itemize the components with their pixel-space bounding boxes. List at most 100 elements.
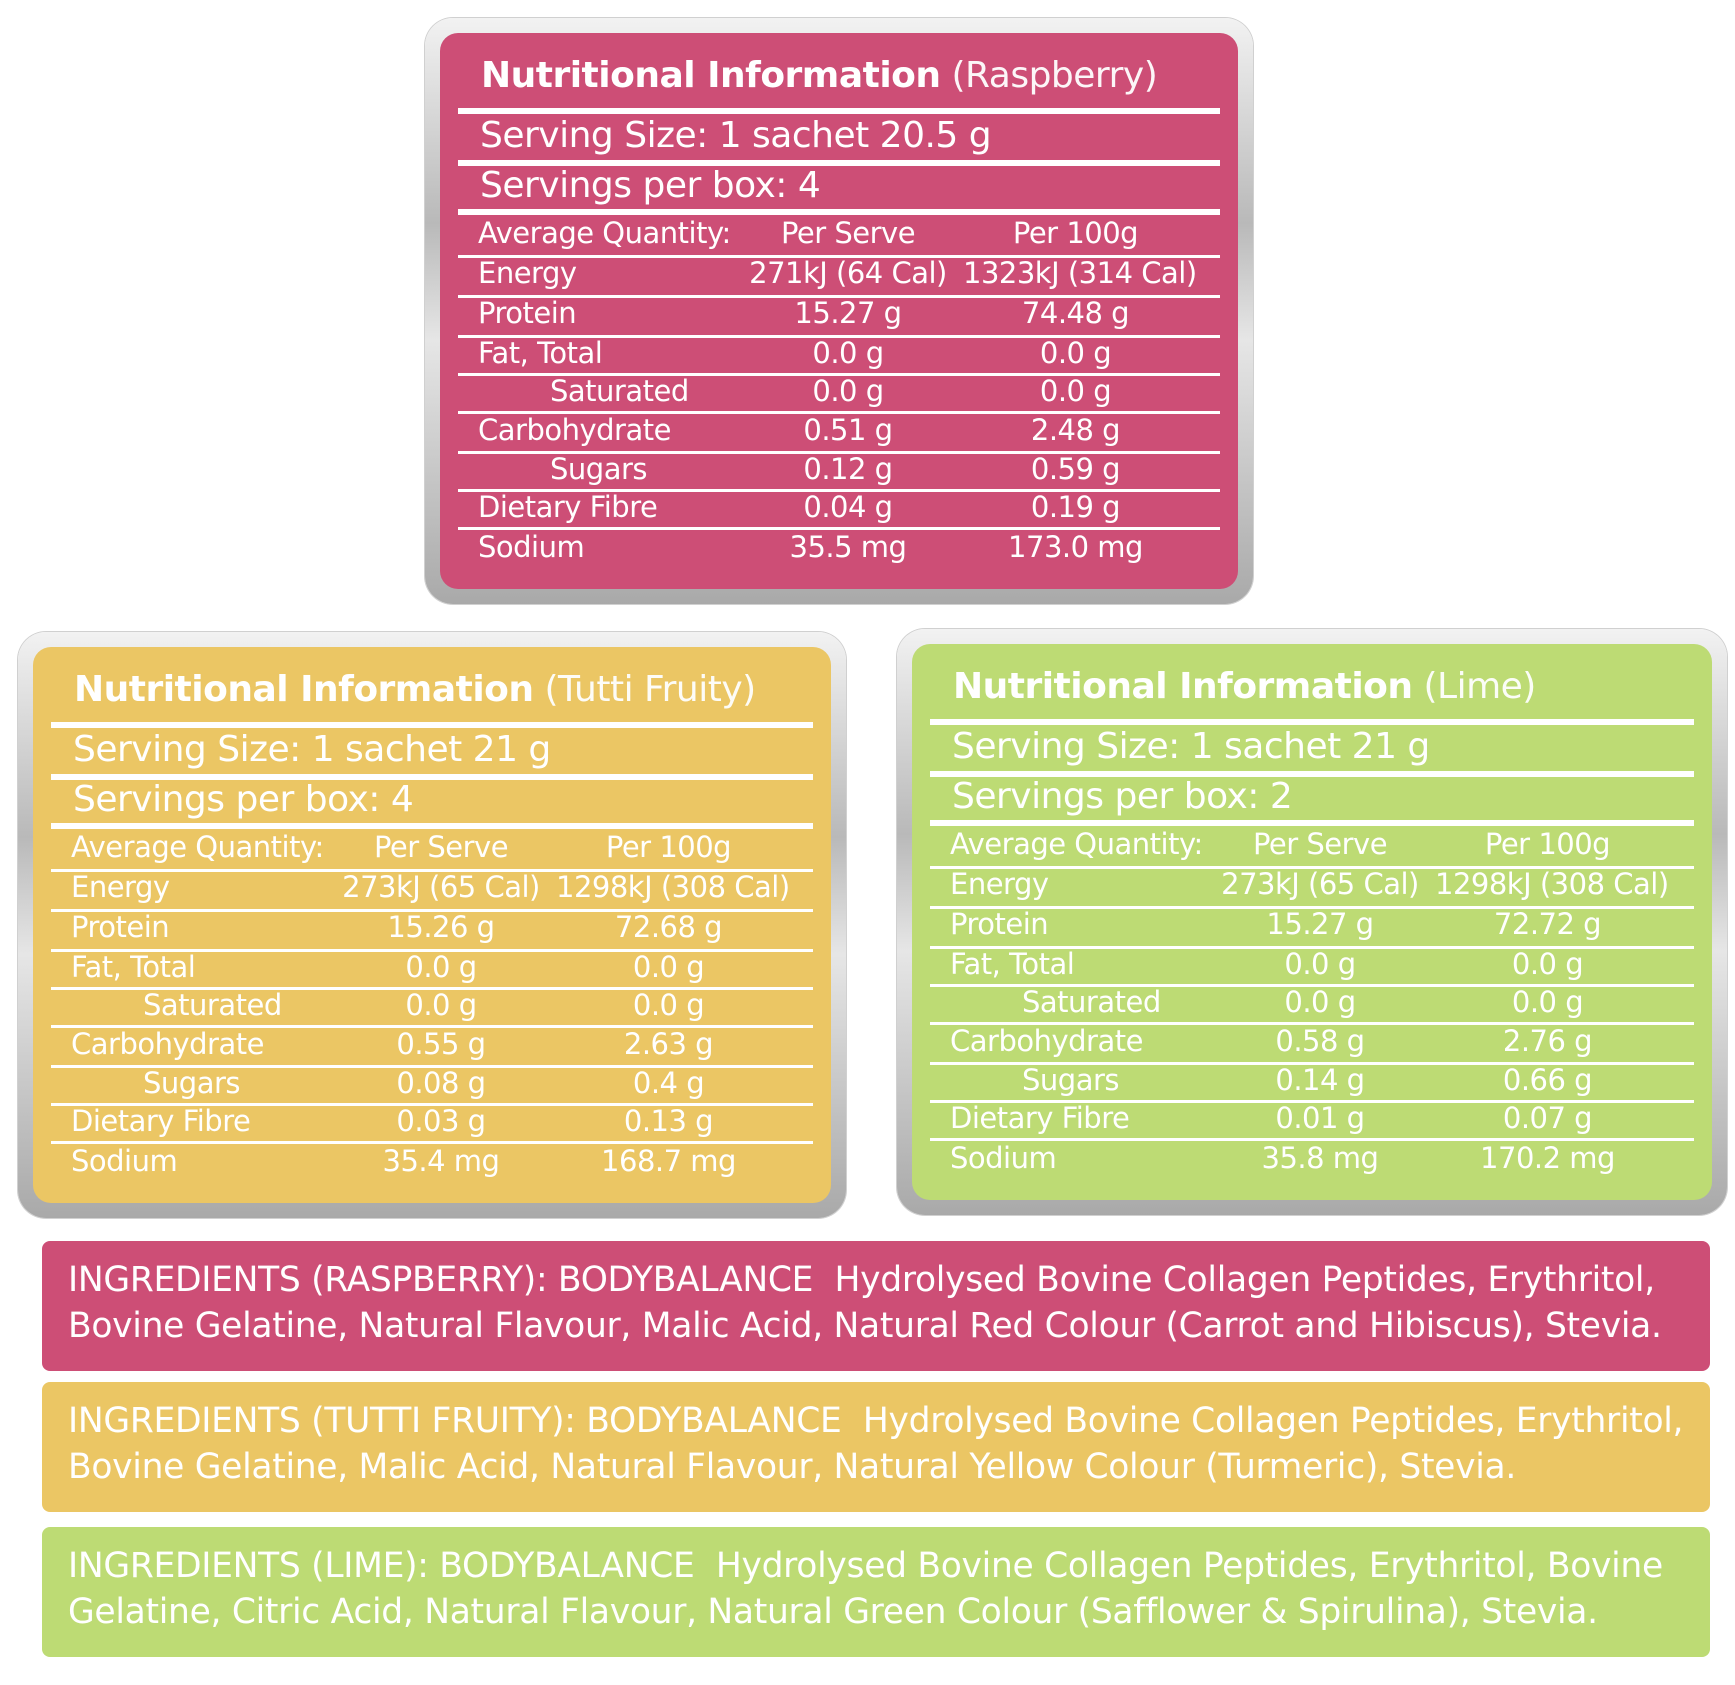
per-100g-value: 0.0 g [1511,947,1584,981]
header-per-serve: Per Serve [373,830,509,864]
nutrition-panel-tutti-fruity: Nutritional Information (Tutti Fruity) S… [18,632,846,1218]
per-100g-value: 1298kJ (308 Cal) [1435,867,1669,901]
per-serve-value: 15.27 g [1266,907,1374,941]
nutrient-label: Sodium [478,530,585,564]
per-serve-value: 0.12 g [803,452,893,486]
per-100g-value: 0.0 g [1039,336,1112,370]
table-row: Fat, Total 0.0 g 0.0 g [71,950,813,988]
per-100g-value: 2.76 g [1502,1024,1593,1058]
table-row: Protein 15.27 g 72.72 g [950,907,1694,945]
nutrient-label: Protein [478,296,577,330]
ingredients-raspberry: INGREDIENTS (RASPBERRY): BODYBALANCE Hyd… [42,1241,1710,1371]
nutrient-label: Energy [71,870,170,904]
per-serve-value: 0.0 g [812,374,884,408]
divider [51,869,813,872]
per-100g-value: 0.0 g [632,988,705,1022]
divider [930,1022,1694,1025]
per-100g-value: 74.48 g [1021,296,1130,330]
divider [51,1103,813,1106]
header-per-serve: Per Serve [780,216,916,250]
table-row: Dietary Fibre 0.04 g 0.19 g [478,490,1220,528]
per-100g-value: 0.66 g [1502,1063,1593,1097]
divider [51,949,813,952]
per-serve-value: 0.0 g [812,336,884,370]
per-serve-value: 0.51 g [803,413,893,447]
per-serve-value: 271kJ (64 Cal) [749,256,947,290]
table-row: Dietary Fibre 0.01 g 0.07 g [950,1101,1694,1139]
panel-body: Nutritional Information (Raspberry) Serv… [440,33,1238,589]
divider [458,451,1220,454]
nutrient-label: Fat, Total [71,950,196,984]
table-row: Dietary Fibre 0.03 g 0.13 g [71,1104,813,1142]
panel-title: Nutritional Information (Raspberry) [481,55,1158,96]
nutrition-panel-lime: Nutritional Information (Lime) Serving S… [897,629,1727,1215]
header-per-100g: Per 100g [1484,827,1611,861]
divider [458,108,1220,114]
divider [458,295,1220,298]
header-per-100g: Per 100g [1012,216,1139,250]
per-100g-value: 0.0 g [632,950,705,984]
per-100g-value: 1298kJ (308 Cal) [556,870,790,904]
table-header: Average Quantity: Per Serve Per 100g [478,216,1220,254]
table-row: Protein 15.26 g 72.68 g [71,910,813,948]
ingredients-lime: INGREDIENTS (LIME): BODYBALANCE Hydrolys… [42,1527,1710,1657]
nutrient-label: Dietary Fibre [478,490,658,524]
divider [930,866,1694,869]
nutrient-label: Carbohydrate [478,413,671,447]
per-serve-value: 0.0 g [1284,947,1356,981]
servings-per-box: Servings per box: 2 [952,776,1293,817]
table-row: Carbohydrate 0.51 g 2.48 g [478,413,1220,451]
nutrient-label: Protein [71,910,170,944]
divider [458,373,1220,376]
divider [930,906,1694,909]
panel-title: Nutritional Information (Tutti Fruity) [74,669,756,710]
per-serve-value: 35.5 mg [789,530,907,564]
per-100g-value: 72.68 g [614,910,723,944]
table-row: Sugars 0.14 g 0.66 g [950,1063,1694,1101]
divider [458,335,1220,338]
nutrient-label: Dietary Fibre [71,1104,251,1138]
table-row: Energy 273kJ (65 Cal) 1298kJ (308 Cal) [71,870,813,908]
per-100g-value: 2.48 g [1030,413,1121,447]
table-row: Saturated 0.0 g 0.0 g [71,988,813,1026]
table-row: Fat, Total 0.0 g 0.0 g [950,947,1694,985]
serving-size: Serving Size: 1 sachet 20.5 g [480,115,992,156]
table-row: Fat, Total 0.0 g 0.0 g [478,336,1220,374]
per-serve-value: 15.27 g [794,296,902,330]
divider [51,774,813,780]
per-serve-value: 273kJ (65 Cal) [1221,867,1419,901]
divider [930,771,1694,777]
per-100g-value: 1323kJ (314 Cal) [963,256,1197,290]
table-row: Energy 273kJ (65 Cal) 1298kJ (308 Cal) [950,867,1694,905]
table-row: Saturated 0.0 g 0.0 g [950,985,1694,1023]
nutrient-label: Sodium [950,1141,1057,1175]
nutrient-label: Dietary Fibre [950,1101,1130,1135]
nutrient-label: Saturated [143,988,282,1022]
divider [930,1100,1694,1103]
divider [930,984,1694,987]
per-100g-value: 170.2 mg [1480,1141,1615,1175]
per-serve-value: 15.26 g [387,910,495,944]
per-100g-value: 0.59 g [1030,452,1121,486]
divider [51,1025,813,1028]
ingredients-tutti-fruity: INGREDIENTS (TUTTI FRUITY): BODYBALANCE … [42,1382,1710,1512]
table-row: Sugars 0.12 g 0.59 g [478,452,1220,490]
ingredients-text: INGREDIENTS (LIME): BODYBALANCE Hydrolys… [68,1546,1663,1632]
ingredients-text: INGREDIENTS (TUTTI FRUITY): BODYBALANCE … [68,1401,1684,1487]
divider [458,209,1220,215]
per-100g-value: 0.0 g [1511,985,1584,1019]
divider [458,411,1220,414]
divider [458,489,1220,492]
per-serve-value: 0.04 g [803,490,893,524]
per-serve-value: 0.08 g [396,1066,486,1100]
per-serve-value: 0.01 g [1275,1101,1365,1135]
table-row: Saturated 0.0 g 0.0 g [478,374,1220,412]
divider [930,719,1694,725]
table-row: Sodium 35.8 mg 170.2 mg [950,1141,1694,1179]
header-per-100g: Per 100g [605,830,732,864]
header-per-serve: Per Serve [1252,827,1388,861]
nutrient-label: Carbohydrate [950,1024,1143,1058]
per-serve-value: 35.4 mg [382,1144,500,1178]
nutrient-label: Saturated [550,374,689,408]
per-100g-value: 2.63 g [623,1027,714,1061]
